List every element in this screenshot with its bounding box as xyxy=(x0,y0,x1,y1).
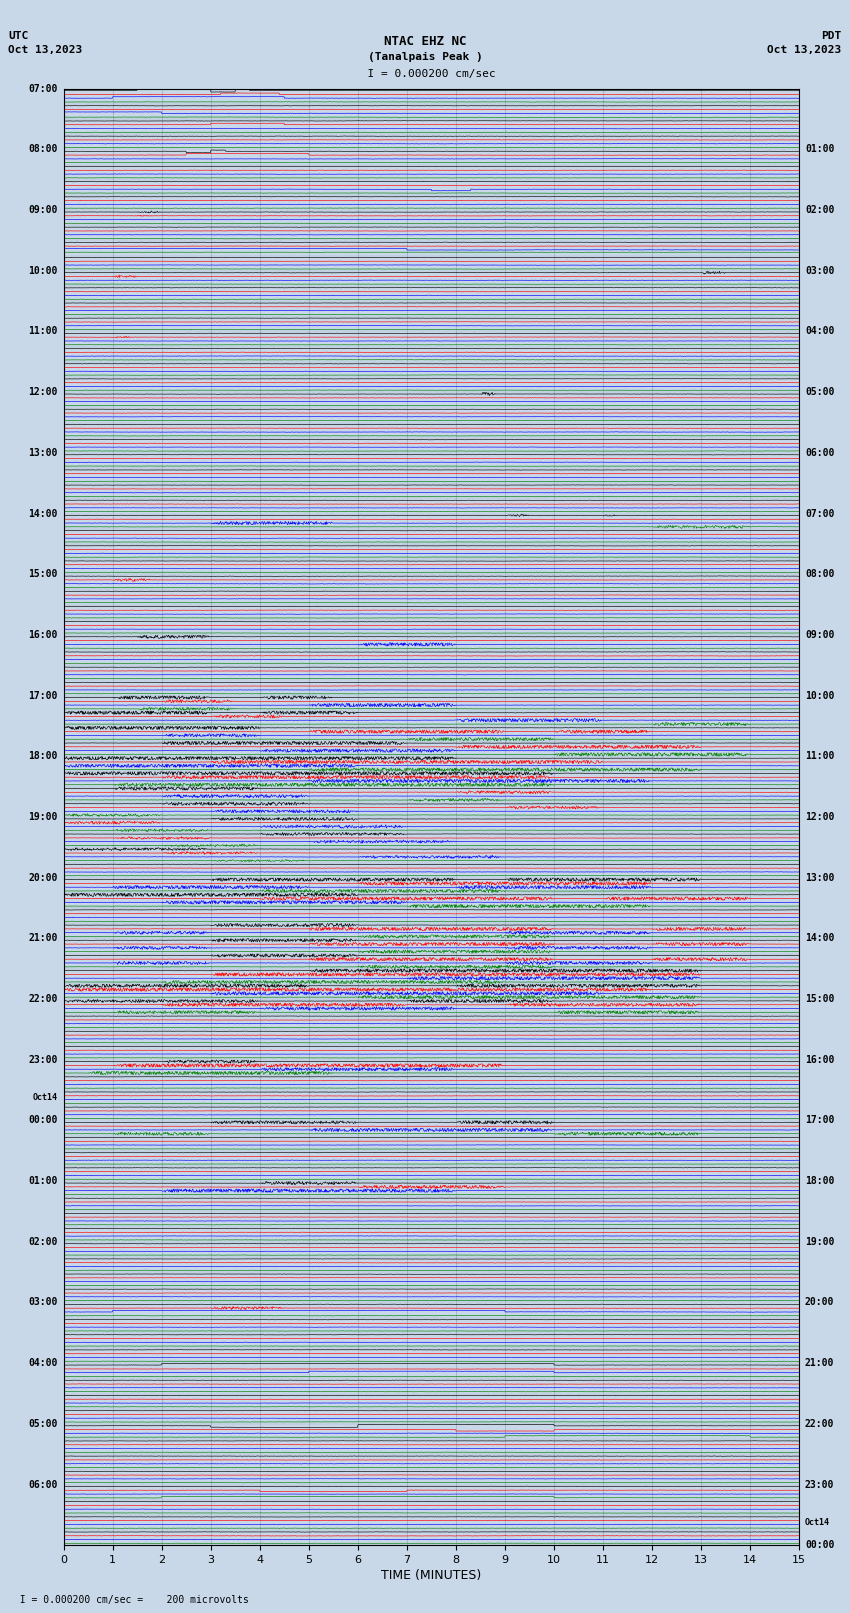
Text: 04:00: 04:00 xyxy=(29,1358,58,1368)
Text: 15:00: 15:00 xyxy=(805,994,834,1003)
Text: 18:00: 18:00 xyxy=(805,1176,834,1186)
Text: 03:00: 03:00 xyxy=(805,266,834,276)
Text: 14:00: 14:00 xyxy=(805,934,834,944)
Text: Oct 13,2023: Oct 13,2023 xyxy=(768,45,842,55)
Text: 07:00: 07:00 xyxy=(29,84,58,94)
Text: 10:00: 10:00 xyxy=(29,266,58,276)
Text: 04:00: 04:00 xyxy=(805,326,834,337)
Text: 03:00: 03:00 xyxy=(29,1297,58,1308)
Text: 12:00: 12:00 xyxy=(805,811,834,823)
Text: PDT: PDT xyxy=(821,31,842,40)
Text: 16:00: 16:00 xyxy=(29,631,58,640)
X-axis label: TIME (MINUTES): TIME (MINUTES) xyxy=(382,1569,481,1582)
Text: 02:00: 02:00 xyxy=(29,1237,58,1247)
Text: 01:00: 01:00 xyxy=(29,1176,58,1186)
Text: 00:00: 00:00 xyxy=(805,1540,834,1550)
Text: 22:00: 22:00 xyxy=(29,994,58,1003)
Text: 01:00: 01:00 xyxy=(805,145,834,155)
Text: 13:00: 13:00 xyxy=(29,448,58,458)
Text: Oct14: Oct14 xyxy=(805,1518,830,1528)
Text: 05:00: 05:00 xyxy=(29,1419,58,1429)
Text: 12:00: 12:00 xyxy=(29,387,58,397)
Text: 09:00: 09:00 xyxy=(29,205,58,215)
Text: 14:00: 14:00 xyxy=(29,508,58,518)
Text: 16:00: 16:00 xyxy=(805,1055,834,1065)
Text: 20:00: 20:00 xyxy=(29,873,58,882)
Text: 17:00: 17:00 xyxy=(805,1116,834,1126)
Text: Oct 13,2023: Oct 13,2023 xyxy=(8,45,82,55)
Text: 00:00: 00:00 xyxy=(29,1116,58,1126)
Text: 08:00: 08:00 xyxy=(29,145,58,155)
Text: 20:00: 20:00 xyxy=(805,1297,834,1308)
Text: 19:00: 19:00 xyxy=(29,811,58,823)
Text: 19:00: 19:00 xyxy=(805,1237,834,1247)
Text: UTC: UTC xyxy=(8,31,29,40)
Text: 11:00: 11:00 xyxy=(29,326,58,337)
Text: 22:00: 22:00 xyxy=(805,1419,834,1429)
Text: 05:00: 05:00 xyxy=(805,387,834,397)
Text: 21:00: 21:00 xyxy=(29,934,58,944)
Text: 21:00: 21:00 xyxy=(805,1358,834,1368)
Text: 07:00: 07:00 xyxy=(805,508,834,518)
Text: 08:00: 08:00 xyxy=(805,569,834,579)
Text: 09:00: 09:00 xyxy=(805,631,834,640)
Text: 11:00: 11:00 xyxy=(805,752,834,761)
Text: 17:00: 17:00 xyxy=(29,690,58,700)
Text: 15:00: 15:00 xyxy=(29,569,58,579)
Text: NTAC EHZ NC: NTAC EHZ NC xyxy=(383,35,467,48)
Text: Oct14: Oct14 xyxy=(33,1094,58,1102)
Text: 23:00: 23:00 xyxy=(805,1479,834,1489)
Text: 10:00: 10:00 xyxy=(805,690,834,700)
Text: 06:00: 06:00 xyxy=(29,1479,58,1489)
Text: I = 0.000200 cm/sec: I = 0.000200 cm/sec xyxy=(354,69,496,79)
Text: 18:00: 18:00 xyxy=(29,752,58,761)
Text: 23:00: 23:00 xyxy=(29,1055,58,1065)
Text: (Tanalpais Peak ): (Tanalpais Peak ) xyxy=(367,52,483,61)
Text: 06:00: 06:00 xyxy=(805,448,834,458)
Text: 13:00: 13:00 xyxy=(805,873,834,882)
Text: 02:00: 02:00 xyxy=(805,205,834,215)
Text: I = 0.000200 cm/sec =    200 microvolts: I = 0.000200 cm/sec = 200 microvolts xyxy=(8,1595,249,1605)
